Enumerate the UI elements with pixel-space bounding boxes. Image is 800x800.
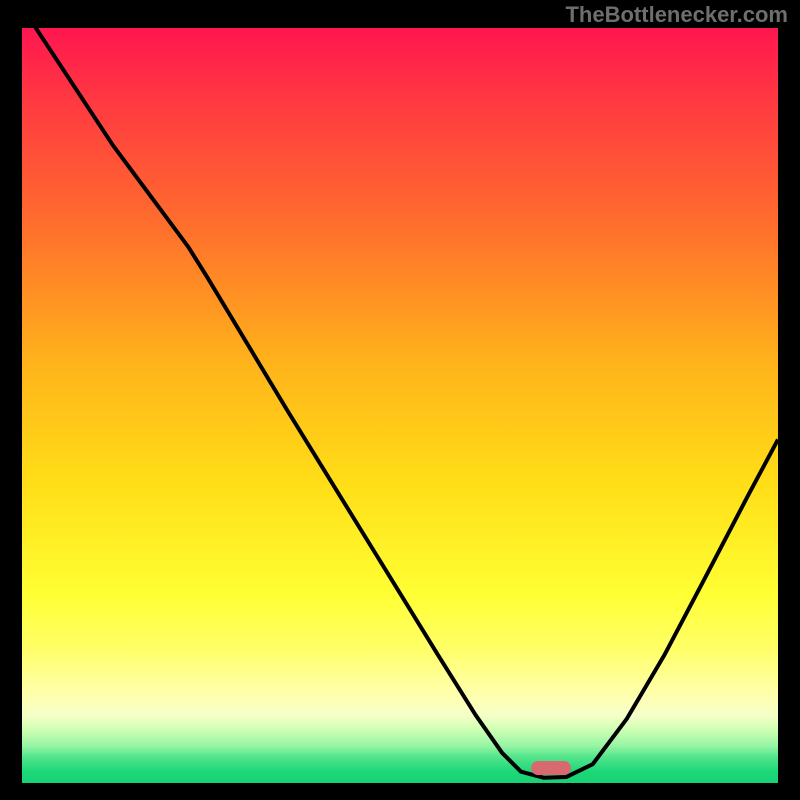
optimal-marker <box>531 761 571 775</box>
plot-area <box>22 28 778 783</box>
bottleneck-curve <box>22 28 778 783</box>
curve-path <box>33 28 778 778</box>
chart-container: TheBottlenecker.com <box>0 0 800 800</box>
watermark-text: TheBottlenecker.com <box>565 2 788 28</box>
